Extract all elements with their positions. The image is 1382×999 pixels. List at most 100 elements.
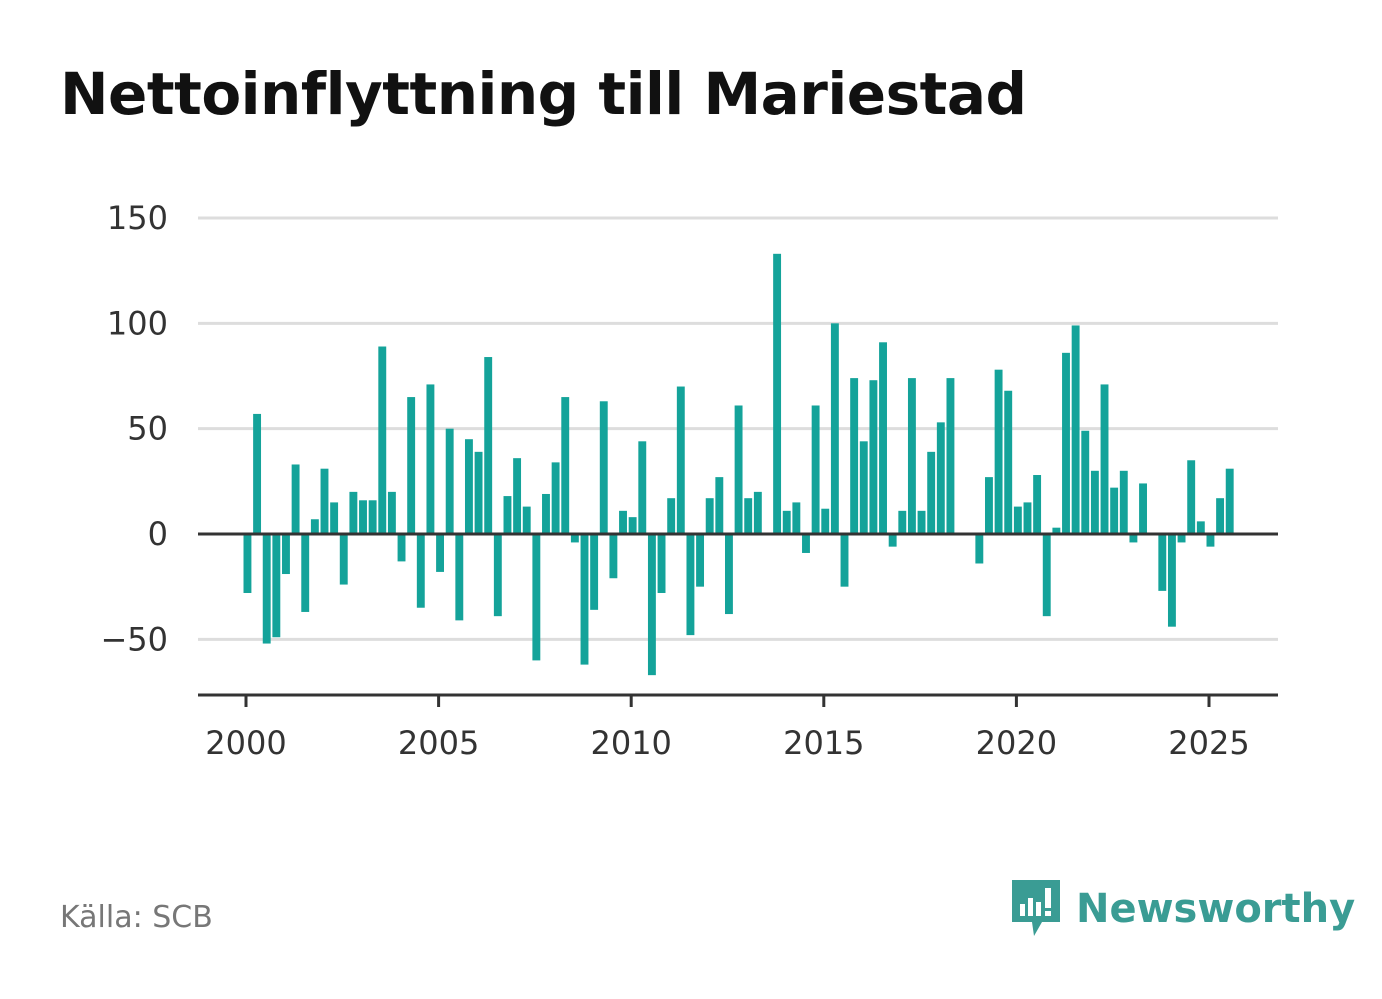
newsworthy-logo-icon — [1012, 880, 1060, 936]
bar — [291, 464, 300, 534]
bar — [359, 500, 367, 534]
bar — [272, 534, 281, 638]
source-note: Källa: SCB — [60, 900, 213, 935]
bar — [1004, 390, 1013, 534]
bar — [676, 386, 685, 534]
bar — [368, 500, 377, 534]
bar — [1129, 534, 1138, 543]
brand-name: Newsworthy — [1076, 886, 1356, 932]
bar — [1090, 470, 1099, 534]
bar — [1158, 534, 1167, 591]
bar — [416, 534, 425, 608]
x-tick-label: 2000 — [205, 724, 286, 762]
bar — [1187, 460, 1196, 534]
bar — [262, 534, 271, 644]
bar — [715, 477, 724, 534]
y-tick-label: 100 — [107, 304, 168, 342]
bar — [455, 534, 464, 621]
bar — [647, 534, 656, 676]
bar — [782, 510, 791, 534]
bar — [561, 397, 570, 534]
bar — [753, 491, 762, 534]
bar — [946, 378, 955, 534]
bar — [330, 502, 339, 534]
bar — [619, 510, 627, 534]
bar — [744, 498, 753, 534]
bar — [1225, 468, 1234, 534]
bar — [397, 534, 406, 562]
bar — [936, 422, 945, 534]
bar — [445, 428, 454, 534]
bar — [464, 439, 473, 534]
bar — [792, 502, 801, 534]
bar — [638, 441, 647, 534]
bars — [243, 253, 1234, 676]
bar — [1206, 534, 1215, 547]
bar — [570, 534, 579, 543]
x-tick-label: 2005 — [398, 724, 479, 762]
bar — [349, 491, 358, 534]
bar — [609, 534, 618, 579]
bar — [917, 510, 926, 534]
bar — [898, 510, 907, 534]
bar — [301, 534, 310, 612]
bar — [1100, 384, 1109, 534]
bar — [253, 413, 262, 534]
bar — [1071, 325, 1080, 534]
y-tick-label: 50 — [127, 410, 168, 448]
bar — [436, 534, 444, 572]
y-tick-label: 150 — [107, 199, 168, 237]
bar — [407, 397, 416, 534]
bar — [387, 491, 396, 534]
bar — [426, 384, 435, 534]
bar — [474, 451, 483, 534]
bar — [1177, 534, 1186, 543]
chart-title: Nettoinflyttning till Mariestad — [60, 60, 1027, 128]
bar — [532, 534, 541, 661]
bar — [243, 534, 252, 593]
bar — [1110, 487, 1119, 534]
bar — [888, 534, 897, 547]
bar — [580, 534, 589, 665]
bar — [339, 534, 348, 585]
bar — [1119, 470, 1128, 534]
bar — [830, 323, 839, 534]
bar — [725, 534, 733, 615]
bar — [773, 253, 782, 534]
y-tick-label: 0 — [148, 515, 168, 553]
bar — [821, 508, 830, 534]
bar — [599, 401, 608, 534]
bar — [1013, 506, 1022, 534]
brand-logo[interactable]: Newsworthy — [1010, 878, 1355, 940]
bar — [811, 405, 820, 534]
axes — [198, 532, 1278, 707]
bar — [927, 451, 936, 534]
bar — [667, 498, 676, 534]
bar — [1023, 502, 1032, 534]
bar — [493, 534, 502, 617]
bar — [869, 380, 878, 534]
bar — [705, 498, 714, 534]
x-tick-label: 2010 — [590, 724, 671, 762]
bar — [320, 468, 329, 534]
bar — [985, 477, 993, 534]
bar — [802, 534, 810, 553]
y-tick-label: −50 — [100, 620, 168, 658]
bar — [1052, 527, 1061, 534]
bar — [850, 378, 859, 534]
bar — [696, 534, 705, 587]
bar — [734, 405, 743, 534]
bar — [628, 517, 637, 534]
bar — [840, 534, 849, 587]
bar — [1216, 498, 1225, 534]
bar — [542, 493, 550, 534]
x-tick-label: 2020 — [976, 724, 1057, 762]
bar — [1042, 534, 1051, 617]
bar — [1196, 521, 1205, 534]
bar — [975, 534, 984, 564]
bar — [503, 496, 512, 534]
bar — [1081, 430, 1090, 534]
bar — [522, 506, 531, 534]
bar — [657, 534, 666, 593]
